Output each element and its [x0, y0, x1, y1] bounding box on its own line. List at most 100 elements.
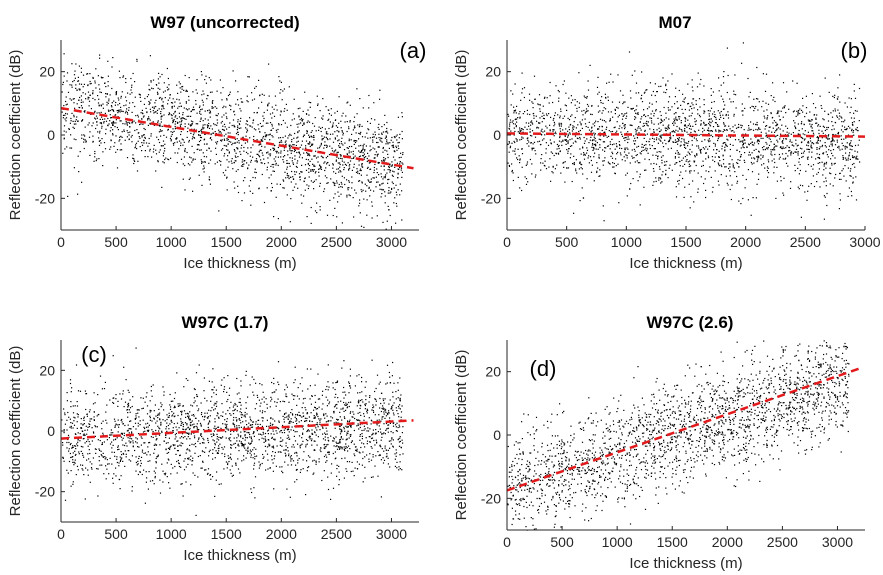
data-point — [343, 177, 345, 179]
data-point — [741, 141, 744, 143]
data-point — [300, 144, 303, 146]
data-point — [724, 129, 726, 131]
data-point — [723, 129, 725, 131]
data-point — [713, 101, 715, 103]
data-point — [645, 115, 647, 118]
data-point — [282, 119, 284, 122]
y-tick-label: -20 — [35, 190, 55, 206]
data-point — [691, 112, 693, 114]
data-point — [161, 73, 163, 76]
data-point — [126, 123, 128, 125]
data-point — [174, 111, 176, 113]
data-point — [133, 162, 135, 165]
data-point — [584, 140, 586, 142]
data-point — [818, 168, 820, 170]
data-point — [368, 186, 370, 188]
data-point — [218, 131, 220, 133]
data-point — [70, 406, 72, 408]
data-point — [237, 435, 240, 437]
data-point — [250, 159, 252, 161]
data-point — [352, 416, 354, 418]
data-point — [772, 122, 774, 124]
data-point — [64, 412, 66, 414]
data-point — [293, 186, 296, 188]
data-point — [386, 150, 388, 152]
data-point — [629, 188, 631, 190]
data-point — [729, 148, 731, 151]
data-point — [823, 163, 825, 165]
data-point — [368, 129, 370, 131]
data-point — [834, 162, 836, 164]
data-point — [763, 163, 765, 165]
data-point — [232, 70, 234, 72]
data-point — [308, 114, 310, 116]
data-point — [328, 127, 330, 130]
data-point — [307, 120, 309, 122]
data-point — [756, 66, 758, 69]
data-point — [646, 150, 648, 152]
data-point — [201, 94, 203, 96]
data-point — [688, 109, 690, 111]
data-point — [205, 75, 207, 77]
data-point — [351, 145, 353, 148]
data-point — [850, 106, 852, 108]
data-point — [261, 145, 263, 147]
data-point — [584, 153, 586, 155]
data-point — [667, 141, 670, 143]
data-point — [341, 186, 343, 188]
data-point — [764, 167, 766, 169]
data-point — [712, 159, 714, 161]
data-point — [830, 143, 832, 145]
data-point — [231, 124, 233, 127]
data-point — [720, 174, 722, 176]
data-point — [519, 187, 521, 189]
data-point — [265, 134, 268, 137]
data-point — [251, 92, 253, 94]
data-point — [386, 139, 388, 141]
data-point — [607, 99, 609, 101]
data-point — [74, 70, 76, 72]
data-point — [795, 148, 798, 150]
data-point — [808, 142, 810, 144]
data-point — [739, 151, 741, 153]
data-point — [558, 147, 560, 150]
data-point — [73, 127, 75, 129]
data-point — [234, 138, 236, 140]
data-point — [131, 490, 133, 492]
data-point — [318, 461, 320, 463]
data-point — [289, 146, 291, 148]
data-point — [543, 114, 545, 116]
data-point — [359, 155, 362, 157]
data-point — [345, 164, 347, 166]
data-point — [708, 113, 710, 115]
data-point — [121, 149, 123, 151]
data-point — [334, 131, 336, 133]
data-point — [577, 124, 579, 126]
data-point — [126, 130, 128, 132]
data-point — [341, 423, 343, 425]
data-point — [378, 137, 380, 139]
data-point — [810, 144, 812, 146]
data-point — [304, 164, 307, 166]
data-point — [585, 108, 588, 110]
data-point — [578, 168, 580, 170]
data-point — [832, 95, 834, 97]
data-point — [617, 74, 619, 76]
data-point — [674, 122, 676, 124]
data-point — [678, 140, 680, 142]
data-point — [390, 443, 392, 445]
data-point — [734, 74, 736, 76]
data-point — [675, 129, 677, 131]
data-point — [122, 110, 124, 113]
data-point — [840, 178, 842, 180]
data-point — [852, 181, 854, 183]
data-point — [858, 120, 860, 122]
data-point — [513, 106, 515, 108]
data-point — [341, 183, 343, 185]
data-point — [401, 432, 403, 434]
data-point — [282, 159, 284, 161]
data-point — [111, 66, 113, 68]
data-point — [363, 198, 365, 200]
data-point — [73, 167, 75, 169]
data-point — [536, 126, 538, 128]
